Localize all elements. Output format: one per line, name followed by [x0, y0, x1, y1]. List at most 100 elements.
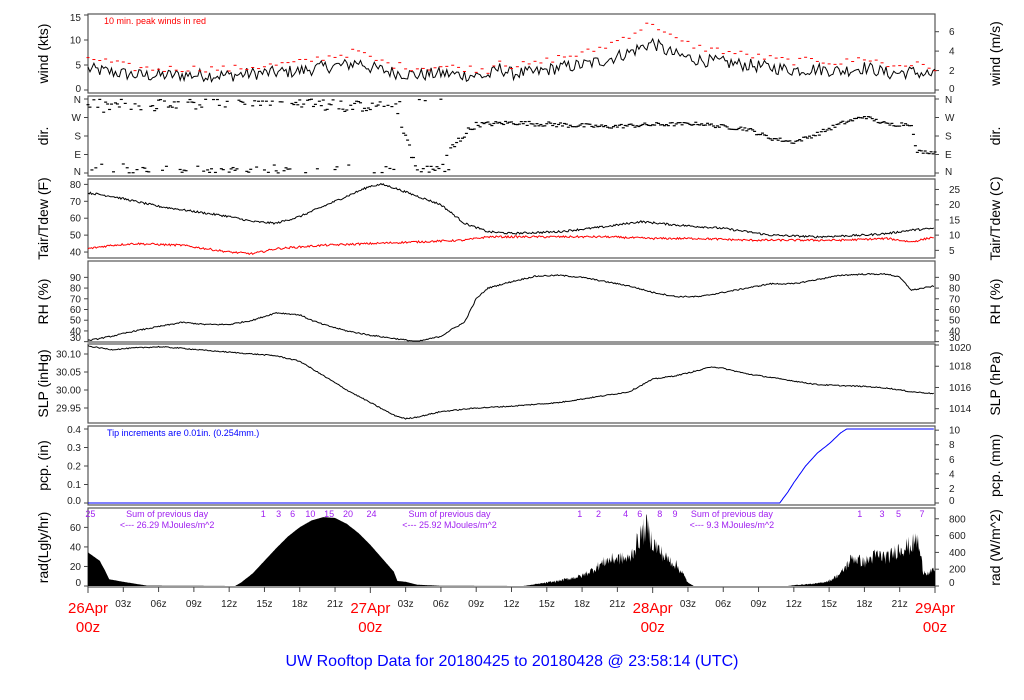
hourly-cumulative-label: 25 [85, 509, 95, 519]
radiation-area [88, 514, 935, 586]
series-line-cumulative-precip [88, 428, 934, 504]
x-tick-label: 18z [574, 599, 590, 610]
day-label-time: 00z [641, 619, 665, 636]
y-axis-label-right: RH (%) [987, 279, 1003, 325]
right-tick-label: E [945, 150, 952, 161]
right-tick-label: 4 [949, 469, 955, 480]
right-tick-label: 2 [949, 66, 955, 77]
x-tick-label: 03z [398, 599, 414, 610]
y-axis-label-right: wind (m/s) [987, 21, 1003, 87]
right-tick-label: 70 [949, 294, 961, 305]
hourly-cumulative-label: 4 [623, 509, 628, 519]
right-tick-label: N [945, 95, 952, 106]
right-tick-label: 10 [949, 426, 961, 437]
left-tick-label: 80 [70, 180, 82, 191]
x-tick-label: 21z [327, 599, 343, 610]
left-tick-label: 0.1 [67, 480, 81, 491]
y-axis-label-left: wind (kts) [35, 24, 51, 85]
series-line-rh [87, 272, 935, 342]
left-tick-label: 40 [70, 542, 82, 553]
left-tick-label: 40 [70, 248, 82, 259]
left-tick-label: 20 [70, 562, 82, 573]
left-tick-label: 30.05 [56, 368, 81, 379]
hourly-cumulative-label: 1 [857, 509, 862, 519]
right-tick-label: 800 [949, 514, 966, 525]
right-tick-label: 50 [949, 316, 961, 327]
right-tick-label: 80 [949, 284, 961, 295]
right-tick-label: 30 [949, 333, 961, 344]
left-tick-label: 80 [70, 284, 82, 295]
right-tick-label: 15 [949, 215, 961, 226]
series-line-slp [87, 345, 934, 420]
right-tick-label: W [945, 113, 955, 124]
hourly-cumulative-label: 1 [577, 509, 582, 519]
right-tick-label: 200 [949, 565, 966, 576]
series-line-wind-speed [87, 37, 936, 84]
x-tick-label: 15z [821, 599, 837, 610]
series-line-tdew [87, 234, 934, 256]
right-tick-label: 25 [949, 185, 961, 196]
hourly-cumulative-label: 1 [261, 509, 266, 519]
left-tick-label: 0.3 [67, 443, 81, 454]
left-tick-label: 50 [70, 231, 82, 242]
left-tick-label: 0.2 [67, 462, 81, 473]
plot-frame [87, 507, 936, 588]
left-tick-label: 0 [75, 578, 81, 589]
hourly-cumulative-label: 10 [305, 509, 315, 519]
left-tick-label: 40 [70, 326, 82, 337]
x-tick-label: 21z [609, 599, 625, 610]
y-axis-label-right: pcp. (mm) [987, 434, 1003, 497]
right-tick-label: 1016 [949, 383, 972, 394]
right-tick-label: 600 [949, 531, 966, 542]
x-tick-label: 09z [186, 599, 202, 610]
panel-slp: 29.95 30.00 30.05 30.10 1014 1016 1018 1020 SLP … [35, 343, 1003, 424]
right-tick-label: 6 [949, 27, 955, 38]
day-label-date: 29Apr [915, 600, 955, 617]
y-axis-label-left: RH (%) [35, 279, 51, 325]
x-tick-label: 18z [292, 599, 308, 610]
right-tick-label: 40 [949, 326, 961, 337]
right-tick-label: 400 [949, 548, 966, 559]
x-tick-label: 06z [151, 599, 167, 610]
left-tick-label: 0.0 [67, 496, 81, 507]
right-tick-label: 1018 [949, 362, 972, 373]
left-tick-label: 60 [70, 305, 82, 316]
day-label-time: 00z [76, 619, 100, 636]
panel-wind: 0 5 10 15 0 2 4 6 wind (kts) wind (m/s) 10 min. pe… [35, 13, 1003, 95]
day-label-date: 26Apr [68, 600, 108, 617]
panel-annotation: 10 min. peak winds in red [104, 16, 206, 26]
daily-sum-title: Sum of previous day [408, 509, 491, 519]
left-tick-label: 70 [70, 197, 82, 208]
right-tick-label: 0 [949, 496, 955, 507]
y-axis-label-right: SLP (hPa) [987, 351, 1003, 415]
hourly-cumulative-label: 9 [673, 509, 678, 519]
y-axis-label-left: rad(Lgly/hr) [35, 512, 51, 584]
x-tick-label: 09z [750, 599, 766, 610]
left-tick-label: 0.4 [67, 425, 81, 436]
right-tick-label: S [945, 132, 952, 143]
left-tick-label: E [74, 150, 81, 161]
left-tick-label: S [74, 132, 81, 143]
right-tick-label: N [945, 167, 952, 178]
x-tick-label: 12z [503, 599, 519, 610]
plot-frame [87, 343, 936, 424]
x-tick-label: 06z [433, 599, 449, 610]
x-tick-label: 09z [468, 599, 484, 610]
y-axis-label-right: rad (W/m^2) [987, 509, 1003, 586]
right-tick-label: 0 [949, 84, 955, 95]
left-tick-label: 50 [70, 316, 82, 327]
left-tick-label: 0 [75, 84, 81, 95]
left-tick-label: 30.10 [56, 350, 81, 361]
hourly-cumulative-label: 3 [880, 509, 885, 519]
x-tick-label: 15z [539, 599, 555, 610]
right-tick-label: 8 [949, 440, 955, 451]
y-axis-label-left: pcp. (in) [35, 440, 51, 491]
x-tick-label: 03z [680, 599, 696, 610]
right-tick-label: 1014 [949, 404, 972, 415]
daily-sum-value: <--- 26.29 MJoules/m^2 [120, 520, 215, 530]
right-tick-label: 2 [949, 484, 955, 495]
left-tick-label: N [74, 95, 81, 106]
panel-pcp: 0.0 0.1 0.2 0.3 0.4 02 4 6 8 10 pcp. (in) pcp. (mm)… [35, 425, 1003, 507]
